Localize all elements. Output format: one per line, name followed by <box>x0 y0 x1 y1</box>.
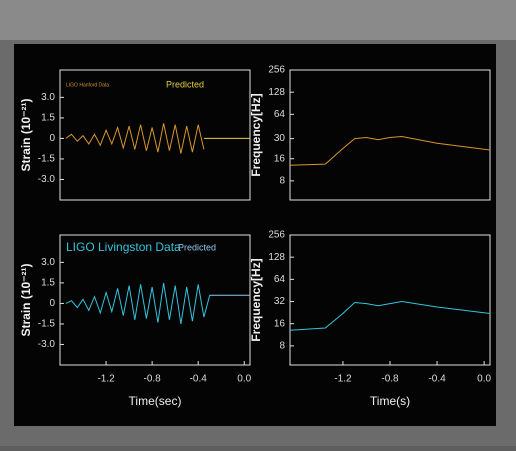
y-tick-label: 256 <box>268 65 285 76</box>
y-tick-label: 3.0 <box>41 92 55 103</box>
line <box>289 135 491 166</box>
x-tick-label: -0.4 <box>428 374 446 385</box>
legend-entry: Predicted <box>178 242 216 252</box>
top-banner <box>0 0 516 40</box>
y-tick-label: 3.0 <box>41 257 55 268</box>
y-tick-label: 1.5 <box>41 278 55 289</box>
y-tick-label: 8 <box>279 176 285 187</box>
x-tick-label: 0.0 <box>477 374 491 385</box>
line <box>65 123 205 154</box>
x-tick-label: 0.0 <box>237 374 251 385</box>
line <box>289 300 491 331</box>
y-tick-label: 1.5 <box>41 113 55 124</box>
y-tick-label: 8 <box>279 341 285 352</box>
y-tick-label: 32 <box>274 296 286 307</box>
y-tick-label: 0 <box>49 298 55 309</box>
x-tick-label: -0.4 <box>190 374 208 385</box>
x-tick-label: -1.2 <box>334 374 352 385</box>
y-tick-label: 128 <box>268 87 285 98</box>
y-axis-label: Frequency[Hz] <box>249 93 263 176</box>
x-tick-label: -0.8 <box>144 374 162 385</box>
legend-entry: LIGO Livingston Data <box>66 240 181 254</box>
y-axis-label: Frequency[Hz] <box>249 258 263 341</box>
x-tick-label: -0.8 <box>381 374 399 385</box>
y-axis-label: Strain (10⁻²¹) <box>19 263 33 336</box>
y-tick-label: 256 <box>268 230 285 241</box>
plot-frame <box>59 234 251 366</box>
legend-entry: LIGO Hanford Data <box>66 82 109 88</box>
x-axis-label: Time(s) <box>370 394 410 408</box>
y-tick-label: 128 <box>268 252 285 263</box>
legend-entry: Predicted <box>166 79 204 89</box>
y-tick-label: -1.5 <box>38 154 56 165</box>
line <box>65 282 211 324</box>
y-tick-label: 16 <box>274 318 286 329</box>
x-tick-label: -1.2 <box>97 374 115 385</box>
y-tick-label: 64 <box>274 274 286 285</box>
y-tick-label: 64 <box>274 109 286 120</box>
y-tick-label: 16 <box>274 153 286 164</box>
y-tick-label: 30 <box>274 133 286 144</box>
y-tick-label: -3.0 <box>38 339 56 350</box>
plot-frame <box>59 69 251 201</box>
x-axis-label: Time(sec) <box>129 394 182 408</box>
y-axis-label: Strain (10⁻²¹) <box>19 98 33 171</box>
y-tick-label: -1.5 <box>38 319 56 330</box>
y-tick-label: 0 <box>49 133 55 144</box>
y-tick-label: -3.0 <box>38 174 56 185</box>
plot-frame <box>289 69 491 201</box>
